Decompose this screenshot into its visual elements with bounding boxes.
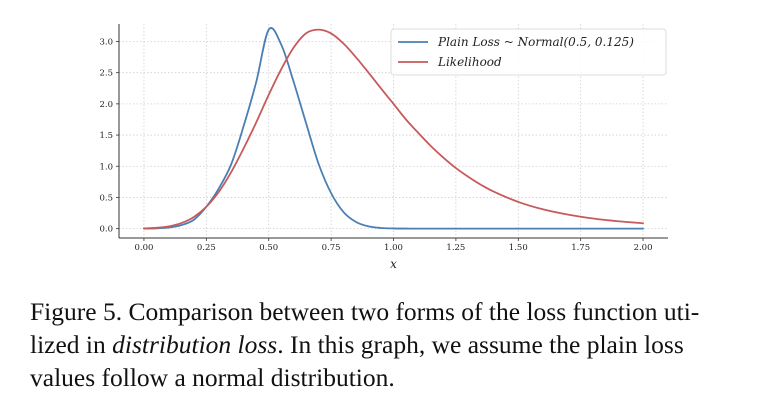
x-tick-label: 0.75: [322, 243, 341, 253]
caption-line-3: values follow a normal distribution.: [30, 363, 395, 392]
y-tick-label: 1.0: [99, 162, 113, 172]
y-tick-label: 3.0: [99, 37, 113, 47]
y-tick-label: 0.0: [99, 225, 113, 235]
y-tick-label: 2.5: [99, 69, 113, 79]
x-tick-label: 1.25: [446, 243, 465, 253]
legend: Plain Loss ~ Normal(0.5, 0.125) Likelihoo…: [390, 28, 667, 76]
legend-label: Likelihood: [437, 55, 502, 69]
series-lines: [143, 27, 644, 230]
x-tick-label: 1.50: [509, 243, 528, 253]
legend-label: Plain Loss ~ Normal(0.5, 0.125): [437, 35, 634, 49]
legend-box: [390, 28, 667, 76]
caption-line-1: Figure 5. Comparison between two forms o…: [30, 297, 700, 326]
loss-comparison-chart: 0.00 0.25 0.50 0.75 1.00 1.25 1.50 1.75 2.00 0.0 0…: [99, 24, 668, 271]
caption-emphasis: distribution loss: [112, 330, 278, 359]
series-line-likelihood: [143, 28, 644, 230]
caption-line-2: lized in distribution loss. In this grap…: [30, 328, 742, 361]
x-axis-label: x: [390, 257, 397, 271]
figure-caption: Figure 5. Comparison between two forms o…: [30, 295, 742, 394]
x-tick-label: 1.75: [571, 243, 590, 253]
series-line-plain-loss: [143, 27, 644, 230]
x-tick-label: 1.00: [384, 243, 403, 253]
y-tick-label: 1.5: [99, 131, 113, 141]
tick-labels: 0.00 0.25 0.50 0.75 1.00 1.25 1.50 1.75 2.00 0.0 0…: [99, 37, 652, 253]
x-tick-label: 0.25: [197, 243, 216, 253]
caption-line-2-start: lized in: [30, 330, 113, 359]
y-tick-label: 0.5: [99, 193, 113, 203]
x-tick-label: 0.00: [134, 243, 153, 253]
caption-line-2-end: . In this graph, we assume the plain los…: [277, 330, 684, 359]
x-tick-label: 2.00: [634, 243, 653, 253]
y-tick-label: 2.0: [99, 100, 113, 110]
x-tick-label: 0.50: [259, 243, 278, 253]
axes: [116, 24, 668, 241]
